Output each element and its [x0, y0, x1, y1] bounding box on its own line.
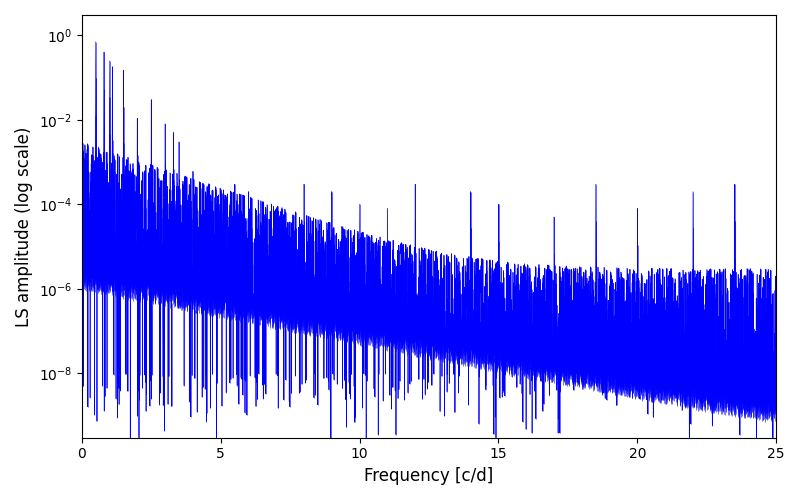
X-axis label: Frequency [c/d]: Frequency [c/d]: [364, 467, 494, 485]
Y-axis label: LS amplitude (log scale): LS amplitude (log scale): [15, 126, 33, 326]
